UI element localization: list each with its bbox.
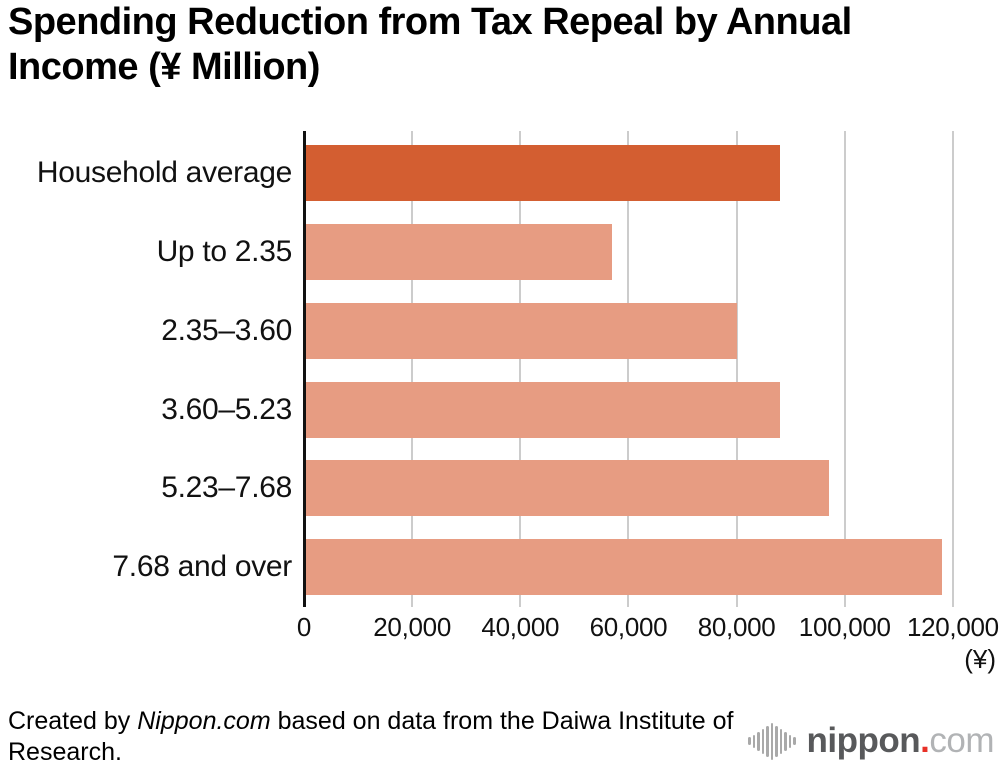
waveform-icon (748, 721, 796, 761)
waveform-bar (784, 731, 787, 751)
waveform-bar (766, 725, 769, 757)
x-axis-tick-label: 100,000 (798, 612, 891, 642)
waveform-bar (775, 725, 778, 757)
y-axis-line (302, 131, 306, 607)
source-note-suffix: based on data from the Daiwa Institute o… (8, 707, 734, 766)
category-label: 2.35–3.60 (161, 313, 292, 347)
waveform-bar (748, 737, 751, 745)
gridline (519, 131, 522, 607)
gridline (735, 131, 738, 607)
gridline (951, 131, 954, 607)
x-axis-tick-label: 20,000 (373, 612, 452, 642)
waveform-bar (770, 722, 774, 760)
bar (306, 381, 780, 438)
gridline (843, 131, 846, 607)
category-label: 7.68 and over (112, 550, 292, 584)
x-axis-unit-label: (¥) (964, 644, 996, 674)
x-axis-tick-label: 80,000 (697, 612, 776, 642)
source-note-brand: Nippon.com (137, 707, 271, 735)
source-note: Created by Nippon.com based on data from… (8, 706, 748, 768)
waveform-bar (788, 734, 792, 748)
nippon-logo-text: nippon.com (806, 721, 995, 761)
nippon-logo: nippon.com (748, 716, 994, 766)
bar (306, 460, 829, 517)
waveform-bar (779, 728, 783, 754)
source-note-prefix: Created by (8, 707, 138, 735)
category-label: 5.23–7.68 (161, 471, 292, 505)
chart-title: Spending Reduction from Tax Repeal by An… (8, 1, 852, 88)
gridline (627, 131, 630, 607)
gridline (411, 131, 414, 607)
x-axis-tick-label: 120,000 (906, 612, 999, 642)
bar (306, 539, 943, 596)
logo-brand-light: com (929, 721, 994, 760)
waveform-bar (793, 737, 796, 745)
logo-dot: . (920, 721, 930, 760)
category-label: Household average (36, 156, 292, 189)
waveform-bar (761, 728, 765, 754)
waveform-bar (752, 734, 756, 748)
bar (306, 223, 613, 280)
x-axis-tick-label: 0 (296, 612, 312, 642)
x-axis-tick-label: 60,000 (589, 612, 668, 642)
bar (306, 145, 780, 201)
bar (306, 302, 737, 359)
logo-brand-bold: nippon (806, 721, 921, 760)
waveform-bar (757, 731, 760, 751)
category-label: 3.60–5.23 (161, 392, 292, 426)
category-label: Up to 2.35 (156, 234, 293, 268)
x-axis-tick-label: 40,000 (481, 612, 560, 642)
